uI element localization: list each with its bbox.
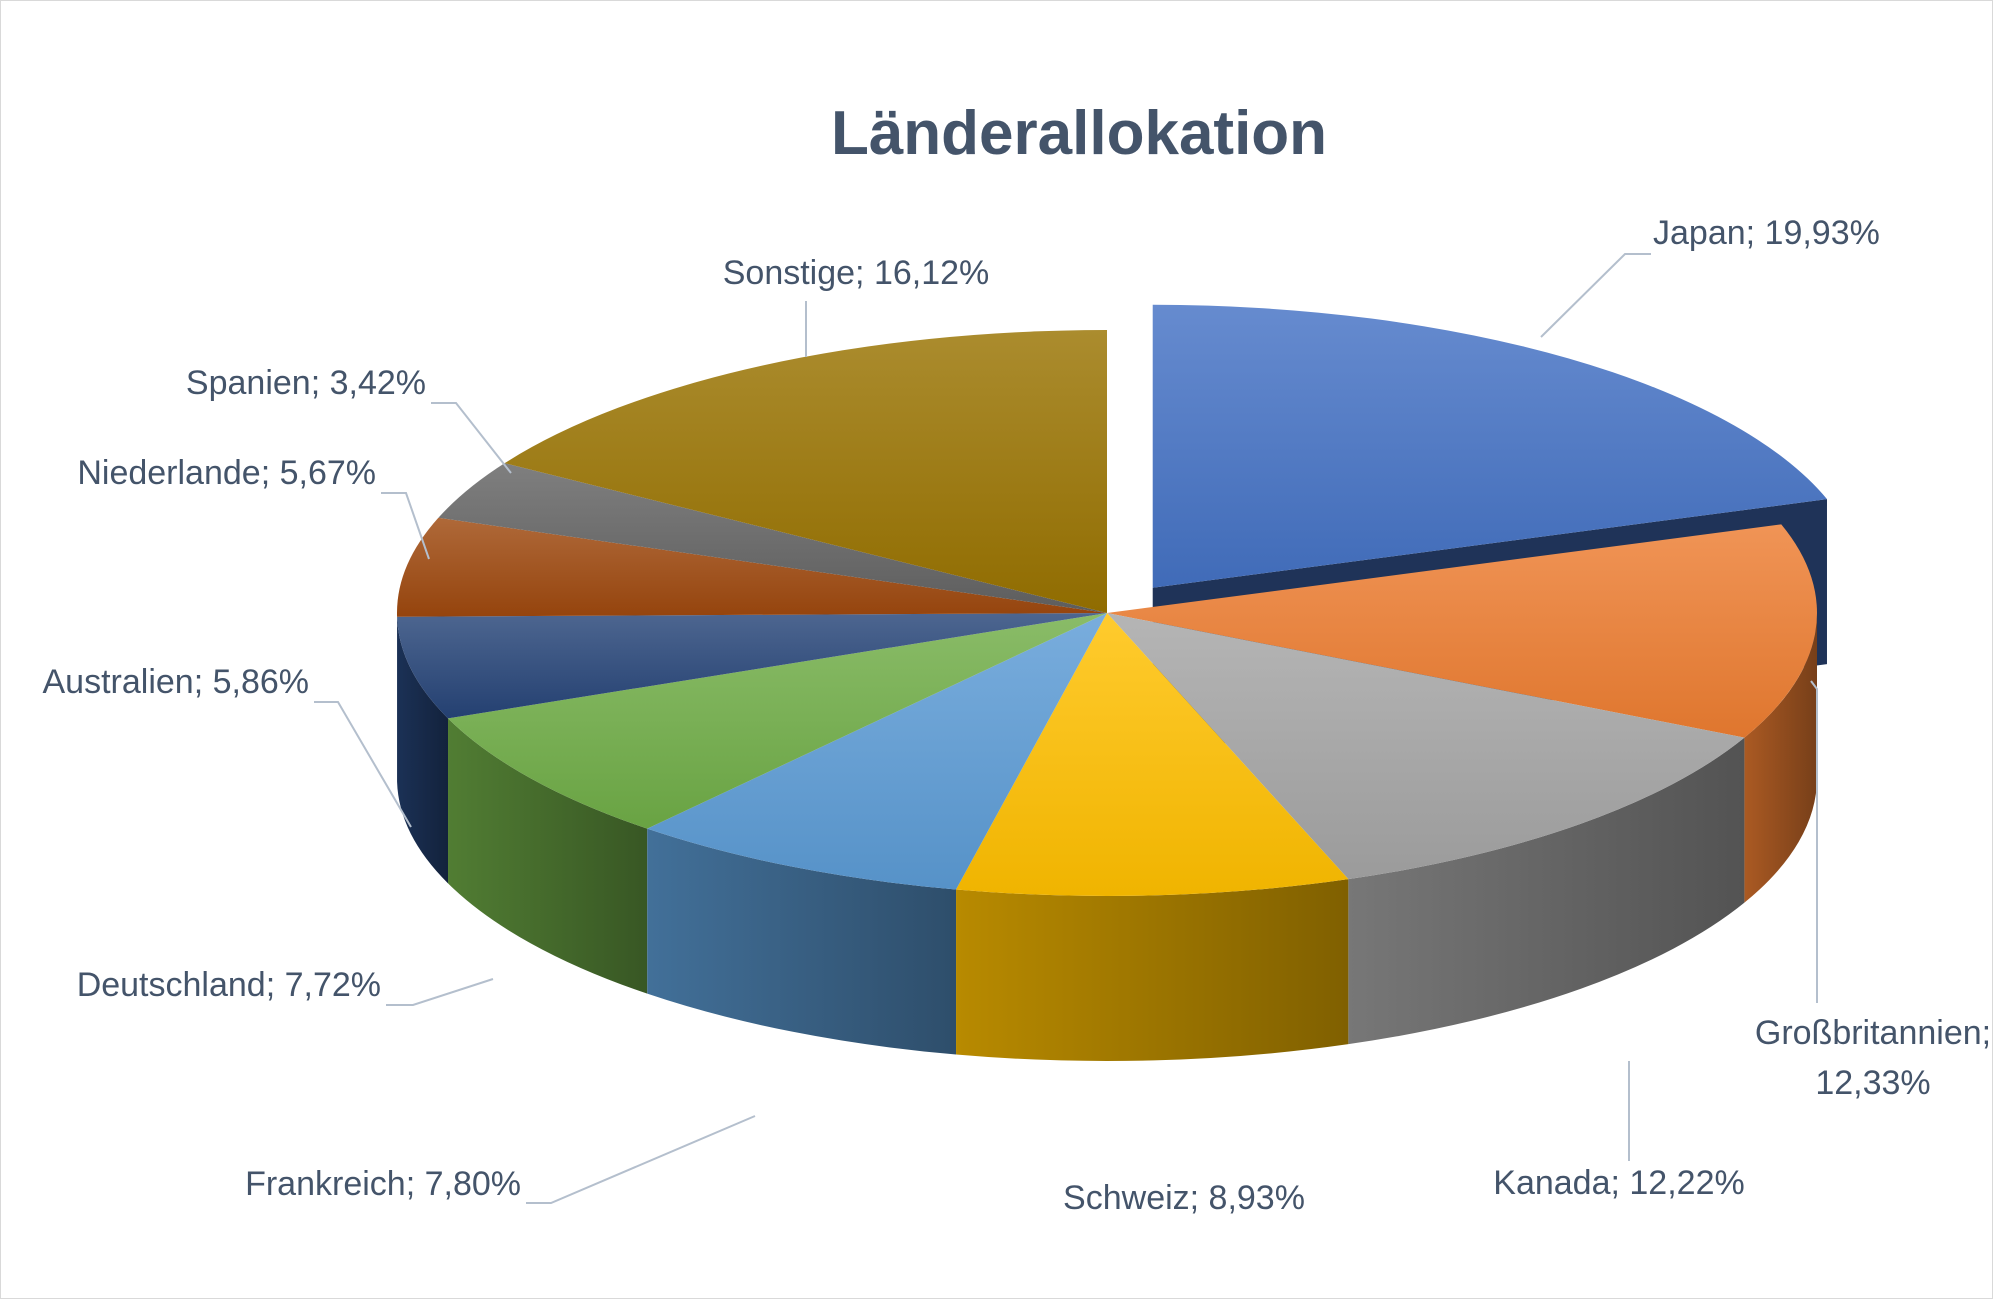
pie-slice-grossbritannien xyxy=(1107,524,1817,738)
slice-side-schweiz xyxy=(956,879,1349,1061)
leader-line-japan xyxy=(1540,253,1651,338)
leader-lines xyxy=(314,253,1818,1204)
leader-line-frankreich xyxy=(526,1115,756,1204)
leader-line-spanien xyxy=(431,402,512,474)
data-label-deutschland: Deutschland; 7,72% xyxy=(77,966,381,1004)
pie-slice-frankreich xyxy=(647,613,1107,890)
pie-slice-japan xyxy=(1152,304,1827,588)
slice-side-frankreich xyxy=(647,828,957,1055)
data-label-frankreich: Frankreich; 7,80% xyxy=(245,1165,521,1203)
pie-slice-deutschland xyxy=(448,613,1107,829)
pie-slice-schweiz xyxy=(956,613,1349,896)
data-label-grossbritannien: Großbritannien; 12,33% xyxy=(1755,1014,1991,1102)
pie-slice-niederlande xyxy=(396,517,1107,617)
slice-side-grossbritannien xyxy=(1744,613,1817,903)
leader-line-deutschland xyxy=(386,978,494,1006)
data-label-spanien: Spanien; 3,42% xyxy=(186,364,426,402)
chart-title: Länderallokation xyxy=(831,99,1327,168)
pie-top-faces xyxy=(396,304,1827,896)
slice-side-australien xyxy=(397,616,449,884)
pie-slice-kanada xyxy=(1107,613,1745,880)
data-label-niederlande: Niederlande; 5,67% xyxy=(77,454,376,492)
data-label-kanada: Kanada; 12,22% xyxy=(1493,1164,1744,1202)
pie-slice-spanien xyxy=(438,463,1107,613)
pie-slices xyxy=(396,304,1827,1061)
slice-side-kanada xyxy=(1348,737,1745,1045)
slice-side-deutschland xyxy=(448,718,648,994)
data-label-australien: Australien; 5,86% xyxy=(43,663,310,701)
data-labels: Japan; 19,93% Großbritannien; 12,33% Kanada… xyxy=(43,214,1992,1217)
pie-slice-australien xyxy=(397,613,1108,719)
leader-line-grossbritannien xyxy=(1810,680,1818,1003)
data-label-sonstige: Sonstige; 16,12% xyxy=(723,254,990,292)
leader-line-niederlande xyxy=(381,492,430,560)
data-label-japan: Japan; 19,93% xyxy=(1653,214,1880,252)
data-label-schweiz: Schweiz; 8,93% xyxy=(1063,1179,1305,1217)
leader-line-australien xyxy=(314,701,412,828)
pie-slice-sonstige xyxy=(504,330,1108,613)
